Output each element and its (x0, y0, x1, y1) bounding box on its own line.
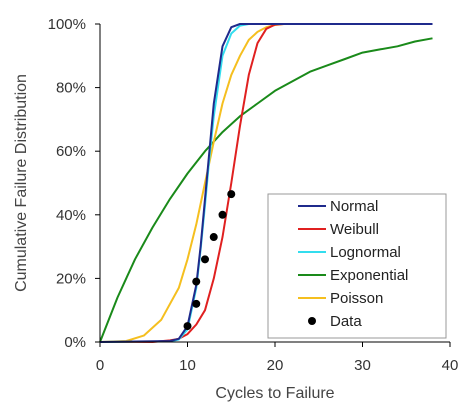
x-axis-ticks: 0 10 20 30 40 (96, 342, 459, 374)
plot-points (183, 190, 236, 331)
x-tick-label: 0 (96, 357, 104, 374)
series-line-exponential (99, 37, 433, 343)
plot-lines (99, 23, 433, 343)
legend-label-normal: Normal (330, 198, 378, 215)
y-tick-label: 60% (56, 143, 86, 160)
data-point (183, 322, 192, 331)
y-tick-label: 40% (56, 207, 86, 224)
x-tick-label: 20 (267, 357, 284, 374)
y-tick-label: 100% (48, 16, 86, 33)
legend-label-poisson: Poisson (330, 290, 383, 307)
data-point (209, 233, 218, 242)
legend: Normal Weibull Lognormal Exponential Poisson… (267, 193, 447, 339)
data-point (192, 299, 201, 308)
legend-swatch-data (308, 317, 316, 325)
legend-label-lognormal: Lognormal (330, 244, 401, 261)
data-point (227, 190, 236, 199)
legend-label-data: Data (330, 313, 362, 330)
x-tick-label: 10 (179, 357, 196, 374)
legend-label-exponential: Exponential (330, 267, 408, 284)
x-tick-label: 30 (354, 357, 371, 374)
y-tick-label: 80% (56, 80, 86, 97)
data-point (192, 277, 201, 286)
y-axis-ticks: 0% 20% 40% 60% 80% 100% (48, 16, 100, 351)
legend-label-weibull: Weibull (330, 221, 379, 238)
y-axis-title: Cumulative Failure Distribution (13, 74, 30, 292)
series-line-normal (99, 23, 433, 343)
y-tick-label: 0% (64, 334, 86, 351)
data-point (218, 210, 227, 219)
x-axis-title: Cycles to Failure (215, 385, 334, 402)
x-tick-label: 40 (442, 357, 459, 374)
y-tick-label: 20% (56, 270, 86, 287)
data-point (201, 255, 209, 264)
legend-box (267, 193, 447, 339)
